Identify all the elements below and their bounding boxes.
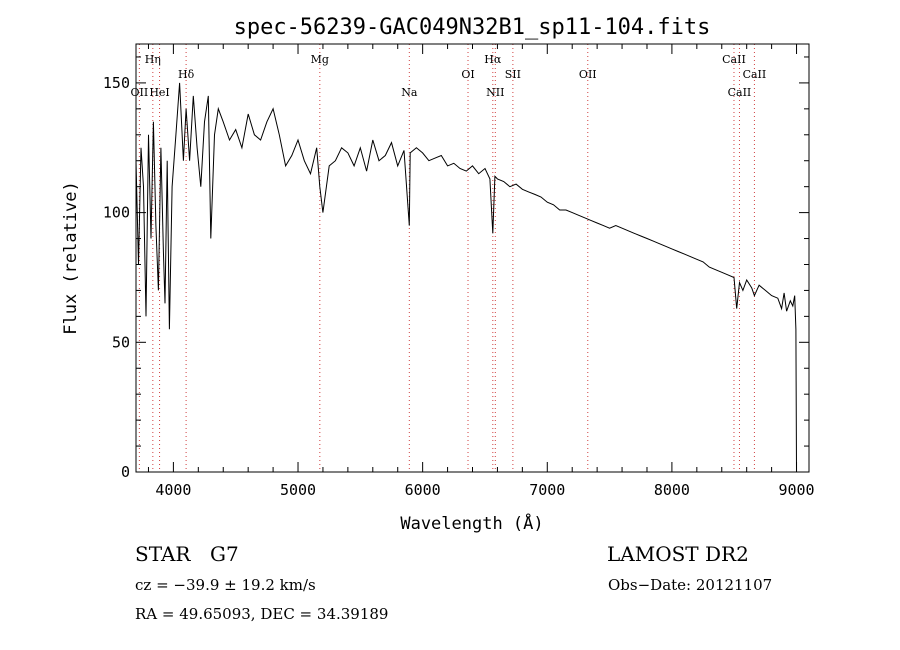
line-label-5: Na: [401, 86, 418, 99]
y-tick-label: 50: [112, 333, 130, 351]
line-label-11: CaII: [722, 53, 746, 66]
line-label-8: NII: [486, 86, 504, 99]
line-label-12: CaII: [728, 86, 752, 99]
y-axis-label: Flux (relative): [61, 181, 81, 335]
y-tick-label: 100: [103, 204, 130, 222]
x-axis-label: Wavelength (Å): [400, 512, 543, 534]
coordinates: RA = 49.65093, DEC = 34.39189: [135, 605, 389, 623]
spectrum-line: [135, 82, 797, 473]
y-axis: 0 50 100 150: [103, 56, 809, 481]
line-markers: [138, 44, 755, 472]
x-tick-label: 9000: [778, 481, 814, 499]
line-label-9: SII: [505, 68, 521, 81]
line-label-6: OI: [461, 68, 474, 81]
y-tick-label: 0: [121, 463, 130, 481]
survey-name: LAMOST DR2: [607, 542, 749, 566]
chart-title: spec-56239-GAC049N32B1_sp11-104.fits: [234, 15, 711, 40]
x-tick-label: 7000: [529, 481, 565, 499]
x-tick-label: 6000: [405, 481, 441, 499]
object-subclass: G7: [210, 542, 239, 566]
line-label-7: Hα: [484, 53, 502, 66]
line-label-4: Mg: [311, 53, 329, 66]
line-label-2: HeI: [149, 86, 169, 99]
y-tick-label: 150: [103, 74, 130, 92]
plot-frame: [135, 43, 810, 473]
x-tick-label: 4000: [155, 481, 191, 499]
x-tick-label: 5000: [280, 481, 316, 499]
line-label-13: CaII: [743, 68, 767, 81]
object-class: STAR: [135, 542, 191, 566]
obs-date: Obs−Date: 20121107: [608, 576, 773, 594]
x-axis: 4000 5000 6000 7000 8000 9000: [147, 44, 815, 499]
x-tick-label: 8000: [654, 481, 690, 499]
line-label-0: Hη: [145, 53, 161, 66]
redshift-text: cz = −39.9 ± 19.2 km/s: [135, 576, 316, 594]
line-label-10: OII: [579, 68, 597, 81]
line-label-3: Hδ: [178, 68, 195, 81]
line-label-1: OII: [131, 86, 149, 99]
